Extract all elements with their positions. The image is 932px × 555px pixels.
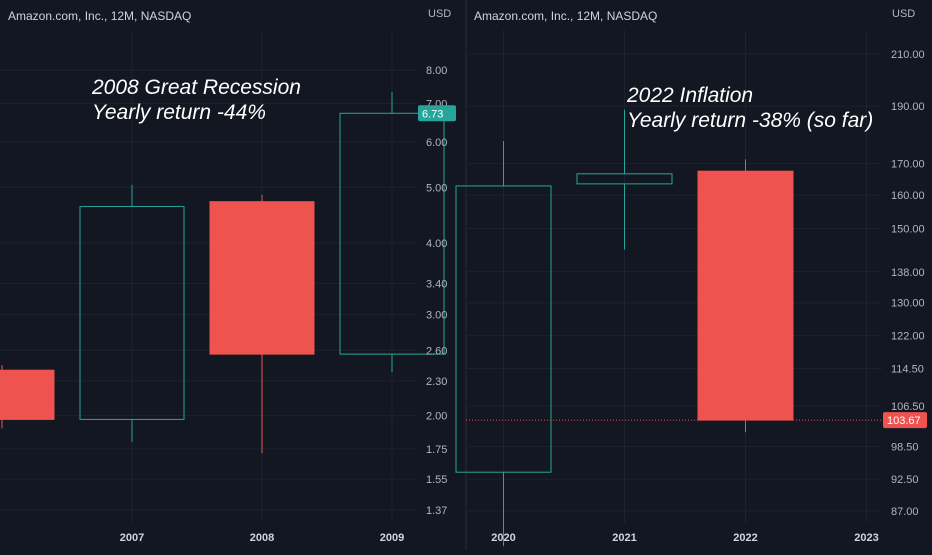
y-tick-label: 106.50	[891, 401, 925, 413]
last-price-tag-box	[883, 412, 927, 429]
y-tick-label: 2.30	[426, 376, 447, 388]
panel-2020-2023[interactable]: 210.00 190.00 170.00 160.00 150.00 138.00 130.…	[455, 8, 927, 547]
candle-2020[interactable]	[455, 140, 552, 547]
y-tick-label: 138.00	[891, 267, 925, 279]
candle-body	[209, 201, 315, 355]
candles	[0, 91, 445, 454]
x-axis-ticks: 2007 2008 2009	[120, 532, 404, 544]
candle-body	[339, 112, 445, 355]
candle-2007[interactable]	[79, 184, 185, 442]
annotation: 2022 Inflation Yearly return -38% (so fa…	[626, 84, 873, 132]
annotation: 2008 Great Recession Yearly return -44%	[91, 76, 301, 124]
x-tick-label: 2023	[854, 532, 878, 544]
last-price-tag: 6.73	[418, 105, 456, 122]
y-tick-label: 150.00	[891, 224, 925, 236]
y-tick-label: 87.00	[891, 506, 919, 518]
y-tick-label: 5.00	[426, 182, 447, 194]
panel-title: Amazon.com, Inc., 12M, NASDAQ	[474, 9, 657, 23]
y-tick-label: 98.50	[891, 442, 919, 454]
x-tick-label: 2008	[250, 532, 274, 544]
y-tick-label: 4.00	[426, 238, 447, 250]
y-tick-label: 122.00	[891, 331, 925, 343]
candle-2021[interactable]	[576, 109, 673, 250]
x-tick-label: 2021	[612, 532, 636, 544]
y-tick-label: 3.40	[426, 278, 447, 290]
last-price-tag-box	[418, 105, 456, 122]
annotation-line-2: Yearly return -38% (so far)	[627, 109, 873, 132]
y-axis-ticks: 210.00 190.00 170.00 160.00 150.00 138.00 130.…	[891, 49, 925, 518]
y-axis-unit: USD	[892, 8, 915, 20]
y-tick-label: 1.37	[426, 505, 447, 517]
y-tick-label: 92.50	[891, 474, 919, 486]
y-tick-label: 190.00	[891, 101, 925, 113]
y-tick-label: 6.00	[426, 137, 447, 149]
annotation-line-2: Yearly return -44%	[92, 101, 266, 124]
y-tick-label: 170.00	[891, 159, 925, 171]
y-tick-label: 114.50	[891, 364, 924, 376]
candle-2009[interactable]	[339, 91, 445, 373]
candle-body	[576, 173, 673, 185]
x-tick-label: 2022	[733, 532, 757, 544]
y-tick-label: 2.60	[426, 345, 447, 357]
candle-body	[79, 205, 185, 420]
y-tick-label: 1.55	[426, 474, 447, 486]
x-tick-label: 2009	[380, 532, 404, 544]
candle-body	[0, 369, 55, 420]
last-price-tag-label: 103.67	[887, 415, 921, 427]
y-tick-label: 3.00	[426, 310, 447, 322]
y-tick-label: 1.75	[426, 444, 447, 456]
x-tick-label: 2007	[120, 532, 144, 544]
panel-title: Amazon.com, Inc., 12M, NASDAQ	[8, 9, 191, 23]
candle-2022[interactable]	[697, 159, 794, 433]
grid-lines	[466, 30, 882, 523]
y-axis-unit: USD	[428, 8, 451, 20]
y-tick-label: 210.00	[891, 49, 925, 61]
annotation-line-1: 2022 Inflation	[626, 84, 753, 107]
last-price-tag-label: 6.73	[422, 108, 443, 120]
candle-body	[697, 170, 794, 421]
x-axis-ticks: 2020 2021 2022 2023	[491, 532, 878, 544]
annotation-line-1: 2008 Great Recession	[91, 76, 301, 99]
y-tick-label: 130.00	[891, 298, 925, 310]
candle-2006[interactable]	[0, 365, 55, 429]
last-price-tag: 103.67	[883, 412, 927, 429]
y-tick-label: 160.00	[891, 190, 925, 202]
y-tick-label: 2.00	[426, 411, 447, 423]
panel-2007-2009[interactable]: 8.007.006.005.004.003.403.002.602.302.00…	[0, 8, 456, 544]
candle-body	[455, 185, 552, 473]
x-tick-label: 2020	[491, 532, 515, 544]
candles	[455, 109, 794, 547]
y-tick-label: 8.00	[426, 65, 447, 77]
candle-2008[interactable]	[209, 194, 315, 454]
